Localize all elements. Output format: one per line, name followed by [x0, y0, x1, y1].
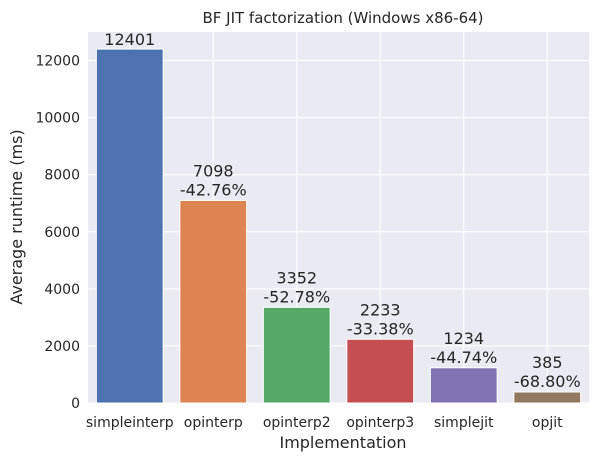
- x-tick-label: opinterp2: [263, 415, 331, 431]
- value-label: 385: [532, 353, 563, 372]
- x-axis-ticks: simpleinterp opinterp opinterp2 opinterp3 si…: [86, 415, 563, 431]
- y-tick-label: 4000: [44, 282, 80, 298]
- bar-opinterp3: [346, 338, 415, 404]
- bar-opjit: [513, 391, 582, 404]
- value-label: 7098: [193, 161, 234, 180]
- plot-area: [88, 32, 589, 403]
- value-label: 3352: [276, 268, 317, 287]
- bars: [95, 48, 582, 404]
- bar-simplejit: [429, 367, 498, 404]
- change-label: -42.76%: [180, 180, 247, 199]
- x-tick-label: simpleinterp: [86, 415, 174, 431]
- change-label: -33.38%: [347, 319, 414, 338]
- value-label: 1234: [443, 329, 484, 348]
- value-label: 12401: [104, 30, 155, 49]
- y-tick-label: 12000: [35, 54, 80, 70]
- value-label: 2233: [360, 300, 401, 319]
- y-tick-label: 0: [71, 396, 80, 412]
- x-tick-label: simplejit: [434, 415, 494, 431]
- x-tick-label: opinterp3: [346, 415, 414, 431]
- x-tick-label: opjit: [532, 415, 563, 431]
- bar-opinterp2: [262, 306, 331, 404]
- y-tick-label: 10000: [35, 111, 80, 127]
- x-tick-label: opinterp: [184, 415, 243, 431]
- chart-title: BF JIT factorization (Windows x86-64): [202, 9, 483, 27]
- y-axis-ticks: 0 2000 4000 6000 8000 10000 12000: [35, 54, 80, 412]
- x-axis-title: Implementation: [279, 433, 406, 452]
- change-label: -68.80%: [514, 372, 581, 391]
- y-tick-label: 6000: [44, 225, 80, 241]
- bar-opinterp: [179, 199, 248, 404]
- bar-simpleinterp: [95, 48, 164, 404]
- change-label: -52.78%: [263, 287, 330, 306]
- y-tick-label: 2000: [44, 339, 80, 355]
- y-axis-title: Average runtime (ms): [7, 129, 26, 304]
- bar-labels: 12401 7098-42.76% 3352-52.78% 2233-33.38% 12…: [104, 30, 580, 391]
- change-label: -44.74%: [430, 348, 497, 367]
- y-tick-label: 8000: [44, 168, 80, 184]
